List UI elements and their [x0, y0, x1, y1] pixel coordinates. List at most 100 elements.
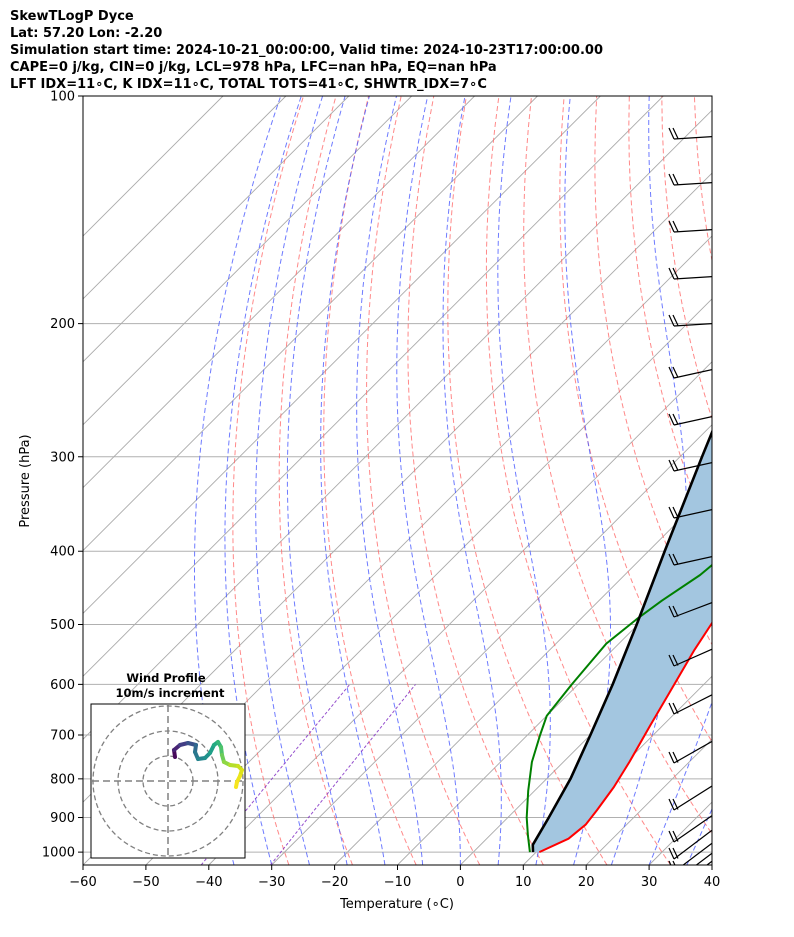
x-tick-label: 30: [641, 875, 658, 890]
wind-barb: [668, 694, 712, 715]
isotherm-line: [83, 96, 538, 552]
moist-adiabat-line: [194, 96, 282, 865]
x-tick-label: 10: [515, 875, 532, 890]
dry-adiabat-line: [485, 96, 672, 865]
wind-barb: [668, 127, 712, 140]
moist-adiabat-line: [564, 96, 611, 865]
inset-title: Wind Profile: [126, 671, 206, 685]
wind-barb: [668, 413, 712, 426]
wind-barb: [668, 553, 712, 566]
y-tick-label: 600: [50, 678, 75, 693]
x-tick-label: −60: [69, 875, 96, 890]
moist-adiabat-line: [356, 96, 424, 865]
wind-barb: [695, 852, 712, 865]
y-tick-label: 700: [50, 728, 75, 743]
wind-barb: [668, 815, 712, 843]
dry-adiabat-line: [760, 96, 794, 865]
x-tick-label: −50: [132, 875, 159, 890]
dry-adiabat-line: [661, 96, 712, 421]
moist-adiabat-line: [396, 96, 461, 865]
isotherm-line: [522, 675, 712, 865]
dry-adiabat-line: [323, 96, 417, 865]
mixing-ratio-line: [270, 684, 416, 865]
wind-barb: [668, 267, 712, 280]
moist-adiabat-line: [686, 807, 712, 865]
y-axis-label: Pressure (hPa): [18, 434, 33, 527]
wind-barb: [668, 648, 712, 667]
isotherm-line: [83, 109, 712, 740]
wind-barbs: [668, 127, 712, 865]
y-tick-label: 300: [50, 450, 75, 465]
x-tick-label: 40: [704, 875, 721, 890]
x-tick-label: −20: [321, 875, 348, 890]
dry-adiabat-line: [232, 96, 304, 865]
parcel-shaded-area: [532, 432, 712, 853]
moist-adiabat-line: [286, 96, 348, 865]
wind-barb: [668, 314, 712, 327]
moist-adiabat-line: [224, 96, 302, 865]
y-tick-label: 500: [50, 618, 75, 633]
parcel-line: [531, 428, 712, 853]
y-tick-label: 100: [50, 90, 75, 105]
wind-barb: [668, 842, 712, 865]
background-lines: [83, 96, 794, 865]
x-axis-label: Temperature (∘C): [339, 897, 454, 912]
isotherm-line: [83, 96, 413, 426]
isotherm-line: [208, 361, 712, 865]
stability-indices: LFT IDX=11∘C, K IDX=11∘C, TOTAL TOTS=41∘…: [10, 77, 487, 92]
dry-adiabat-line: [366, 96, 481, 865]
wind-barb: [668, 506, 712, 519]
isotherm-line: [711, 864, 712, 865]
dry-adiabat-line: [523, 96, 712, 835]
x-tick-label: 20: [578, 875, 595, 890]
chart-header: SkewTLogP Dyce Lat: 57.20 Lon: -2.20 Sim…: [10, 8, 603, 93]
isotherm-line: [83, 96, 350, 363]
profile-lines: [525, 428, 712, 854]
dry-adiabat-line: [628, 96, 712, 541]
wind-profile-inset: Wind Profile 10m/s increment: [90, 671, 246, 859]
hodograph-segment: [234, 780, 239, 789]
isotherm-line: [83, 96, 601, 615]
isotherm-line: [271, 424, 712, 865]
dry-adiabat-line: [407, 96, 544, 865]
y-tick-label: 400: [50, 545, 75, 560]
moist-adiabat-line: [255, 96, 324, 865]
inset-rings: [92, 705, 245, 858]
wind-barb: [668, 829, 712, 860]
station-coordinates: Lat: 57.20 Lon: -2.20: [10, 26, 163, 41]
x-tick-label: −30: [258, 875, 285, 890]
dewpoint-line: [525, 563, 712, 853]
wind-barb: [668, 740, 712, 764]
moist-adiabat-line: [442, 96, 502, 865]
moist-adiabat-line: [610, 96, 687, 865]
hodograph: [172, 740, 244, 789]
dry-adiabat-line: [447, 96, 608, 865]
axes: −60 −50 −40 −30 −20 −10 0 10 20 30 40 100 200 300 400 5…: [42, 90, 720, 891]
inset-subtitle: 10m/s increment: [116, 686, 225, 700]
isotherm-line: [83, 96, 287, 300]
wind-barb: [668, 602, 712, 618]
isotherm-line: [397, 549, 712, 865]
chart-title: SkewTLogP Dyce: [10, 9, 134, 24]
moist-adiabat-line: [648, 700, 712, 865]
wind-barb: [668, 366, 712, 379]
x-tick-label: −40: [195, 875, 222, 890]
wind-barb: [668, 173, 712, 186]
stability-parameters: CAPE=0 j/kg, CIN=0 j/kg, LCL=978 hPa, LF…: [10, 60, 497, 75]
dry-adiabat-line: [594, 96, 712, 646]
dry-adiabat-line: [727, 96, 794, 865]
temperature-line: [538, 621, 712, 854]
isotherm-line: [145, 298, 712, 865]
wind-barb: [668, 220, 712, 233]
wind-barb: [668, 459, 712, 472]
y-tick-label: 1000: [42, 846, 75, 861]
x-tick-label: −10: [384, 875, 411, 890]
x-tick-label: 0: [456, 875, 464, 890]
y-tick-label: 800: [50, 772, 75, 787]
y-tick-label: 200: [50, 317, 75, 332]
wind-barb: [668, 785, 712, 811]
isotherm-line: [83, 96, 475, 489]
dry-adiabat-line: [278, 96, 353, 865]
isotherm-line: [648, 801, 712, 865]
